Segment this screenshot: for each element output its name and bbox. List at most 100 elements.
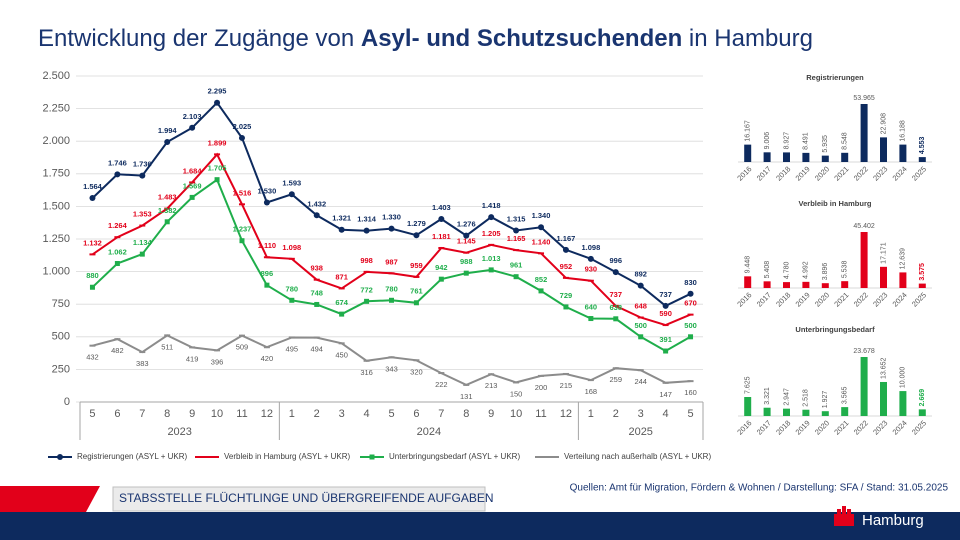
- data-label: 942: [435, 263, 448, 272]
- bar: [918, 409, 926, 416]
- x-tick-label: 2017: [755, 418, 773, 436]
- data-label: 1.315: [507, 215, 526, 224]
- data-label: 959: [410, 261, 423, 270]
- point: [463, 270, 469, 276]
- data-label: 998: [360, 256, 373, 265]
- point: [588, 316, 594, 322]
- x-tick-label: 8: [164, 408, 170, 420]
- data-label: 500: [634, 321, 647, 330]
- point: [488, 214, 495, 221]
- data-label: 638: [610, 303, 623, 312]
- point: [438, 246, 445, 249]
- bar: [763, 407, 771, 416]
- point: [587, 379, 594, 382]
- data-label: 4.992: [803, 261, 810, 279]
- data-label: 1.165: [507, 234, 526, 243]
- point: [238, 334, 245, 337]
- data-label: 2.518: [803, 389, 810, 407]
- data-label: 1.314: [357, 215, 377, 224]
- data-label: 1.140: [532, 237, 551, 246]
- bar: [783, 282, 790, 288]
- data-label: 1.321: [332, 214, 351, 223]
- point: [562, 246, 569, 253]
- data-label: 160: [684, 388, 697, 397]
- x-tick-label: 2021: [832, 290, 850, 308]
- point: [288, 191, 295, 198]
- bar: [744, 397, 752, 416]
- data-label: 996: [610, 256, 623, 265]
- data-label: 391: [659, 335, 672, 344]
- bar: [821, 283, 829, 288]
- title-part: Entwicklung der Zugänge von: [38, 25, 361, 52]
- bar: [860, 232, 868, 288]
- data-label: 511: [161, 342, 173, 351]
- data-label: 938: [310, 264, 323, 273]
- point: [587, 279, 594, 282]
- x-tick-label: 4: [663, 408, 669, 420]
- point: [662, 381, 669, 384]
- point: [114, 338, 121, 341]
- data-label: 1.432: [307, 199, 326, 208]
- data-label: 1.181: [432, 232, 451, 241]
- bar: [918, 283, 926, 288]
- x-group-label: 2025: [628, 426, 652, 438]
- x-tick-label: 9: [488, 408, 494, 420]
- point: [139, 224, 146, 227]
- x-tick-label: 8: [463, 408, 469, 420]
- data-label: 2.295: [208, 87, 227, 96]
- data-label: 495: [286, 344, 299, 353]
- point: [613, 316, 619, 322]
- point: [413, 275, 420, 278]
- slide-title: Entwicklung der Zugänge von Asyl- und Sc…: [38, 25, 813, 52]
- x-tick-label: 2025: [910, 164, 928, 182]
- point: [189, 346, 196, 349]
- point: [238, 203, 245, 206]
- bar: [821, 411, 829, 416]
- data-label: 674: [335, 298, 348, 307]
- x-group-label: 2024: [417, 426, 441, 438]
- x-tick-label: 2016: [735, 290, 753, 308]
- data-label: 590: [659, 309, 672, 318]
- x-tick-label: 2025: [910, 290, 928, 308]
- bar: [841, 152, 849, 162]
- data-label: 892: [634, 270, 647, 279]
- panel-title: Registrierungen: [806, 73, 864, 82]
- data-label: 930: [585, 265, 598, 274]
- x-tick-label: 2023: [871, 418, 889, 436]
- data-label: 168: [585, 387, 598, 396]
- x-tick-label: 2018: [774, 418, 792, 436]
- point: [413, 300, 419, 306]
- point: [214, 99, 221, 106]
- data-label: 450: [335, 350, 348, 359]
- x-tick-label: 2019: [794, 290, 812, 308]
- data-label: 23.678: [853, 348, 875, 355]
- y-tick-label: 1.250: [42, 233, 70, 245]
- point: [289, 297, 295, 303]
- data-label: 17.171: [880, 242, 887, 264]
- point: [264, 282, 270, 288]
- data-label: 16.167: [745, 120, 752, 142]
- point: [388, 356, 395, 359]
- x-tick-label: 2024: [891, 164, 909, 182]
- bar: [763, 152, 771, 162]
- x-tick-label: 9: [189, 408, 195, 420]
- data-label: 45.402: [853, 223, 875, 230]
- x-tick-label: 10: [510, 408, 522, 420]
- brand: Hamburg: [862, 512, 924, 529]
- point: [612, 367, 619, 370]
- bar: [899, 144, 907, 162]
- point: [139, 172, 146, 179]
- department: STABSSTELLE FLÜCHTLINGE UND ÜBERGREIFEND…: [119, 491, 494, 505]
- panel-title: Unterbringungsbedarf: [795, 325, 875, 334]
- data-label: 213: [485, 381, 498, 390]
- series-line: [92, 334, 691, 386]
- point: [164, 207, 171, 210]
- data-label: 131: [460, 392, 473, 401]
- y-tick-label: 2.000: [42, 135, 70, 147]
- point: [488, 243, 495, 246]
- y-tick-label: 0: [64, 396, 70, 408]
- bar: [783, 152, 790, 162]
- x-tick-label: 5: [388, 408, 394, 420]
- data-label: 419: [186, 354, 199, 363]
- point: [189, 181, 196, 184]
